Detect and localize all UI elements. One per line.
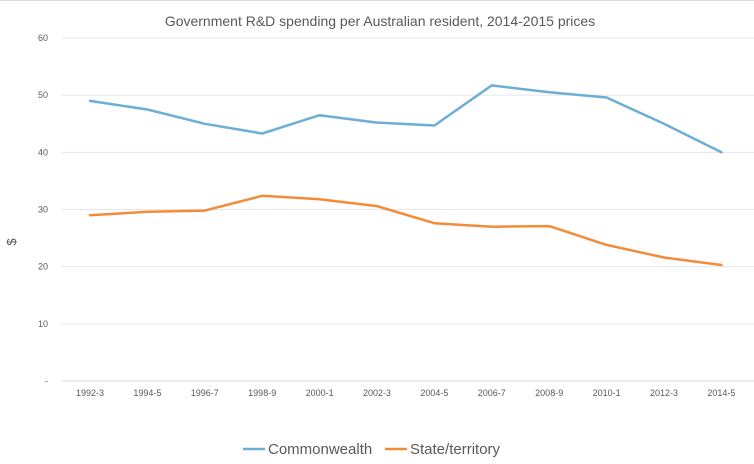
y-tick-label: 20 [38, 262, 48, 272]
x-tick-label: 1998-9 [248, 388, 276, 398]
y-tick-label: 40 [38, 147, 48, 157]
series-line-commonwealth [88, 84, 723, 154]
legend-label: State/territory [410, 441, 501, 458]
series-line-state-territory [88, 194, 723, 267]
x-tick-label: 2002-3 [363, 388, 391, 398]
y-tick-label: 10 [38, 319, 48, 329]
x-tick-label: 1992-3 [76, 388, 104, 398]
x-tick-label: 2012-3 [650, 388, 678, 398]
y-axis-label: $ [4, 238, 19, 246]
x-tick-label: 2010-1 [593, 388, 621, 398]
x-tick-label: 2008-9 [535, 388, 563, 398]
y-tick-label: - [45, 376, 48, 386]
legend-item: State/territory [385, 441, 501, 458]
y-tick-label: 50 [38, 90, 48, 100]
x-tick-label: 1994-5 [133, 388, 161, 398]
legend-item: Commonwealth [243, 441, 372, 458]
x-tick-label: 2014-5 [707, 388, 735, 398]
y-tick-label: 60 [38, 33, 48, 43]
x-tick-label: 2006-7 [478, 388, 506, 398]
x-tick-label: 2000-1 [306, 388, 334, 398]
x-tick-label: 1996-7 [191, 388, 219, 398]
chart-title: Government R&D spending per Australian r… [165, 13, 595, 29]
x-tick-label: 2004-5 [420, 388, 448, 398]
y-tick-label: 30 [38, 205, 48, 215]
legend-label: Commonwealth [268, 441, 372, 458]
